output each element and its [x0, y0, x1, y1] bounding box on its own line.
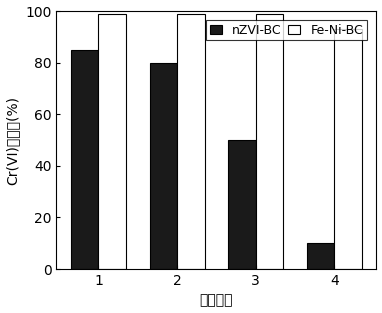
Bar [228, 140, 256, 269]
Bar [307, 243, 334, 269]
Bar [334, 29, 362, 269]
Bar [149, 63, 177, 269]
Y-axis label: Cr(VI)去除率(%): Cr(VI)去除率(%) [6, 95, 19, 185]
Bar [71, 50, 99, 269]
Bar [99, 14, 126, 269]
Bar [177, 14, 205, 269]
X-axis label: 循环次数: 循环次数 [200, 294, 233, 307]
Legend: nZVI-BC, Fe-Ni-BC: nZVI-BC, Fe-Ni-BC [206, 20, 367, 40]
Bar [256, 14, 283, 269]
